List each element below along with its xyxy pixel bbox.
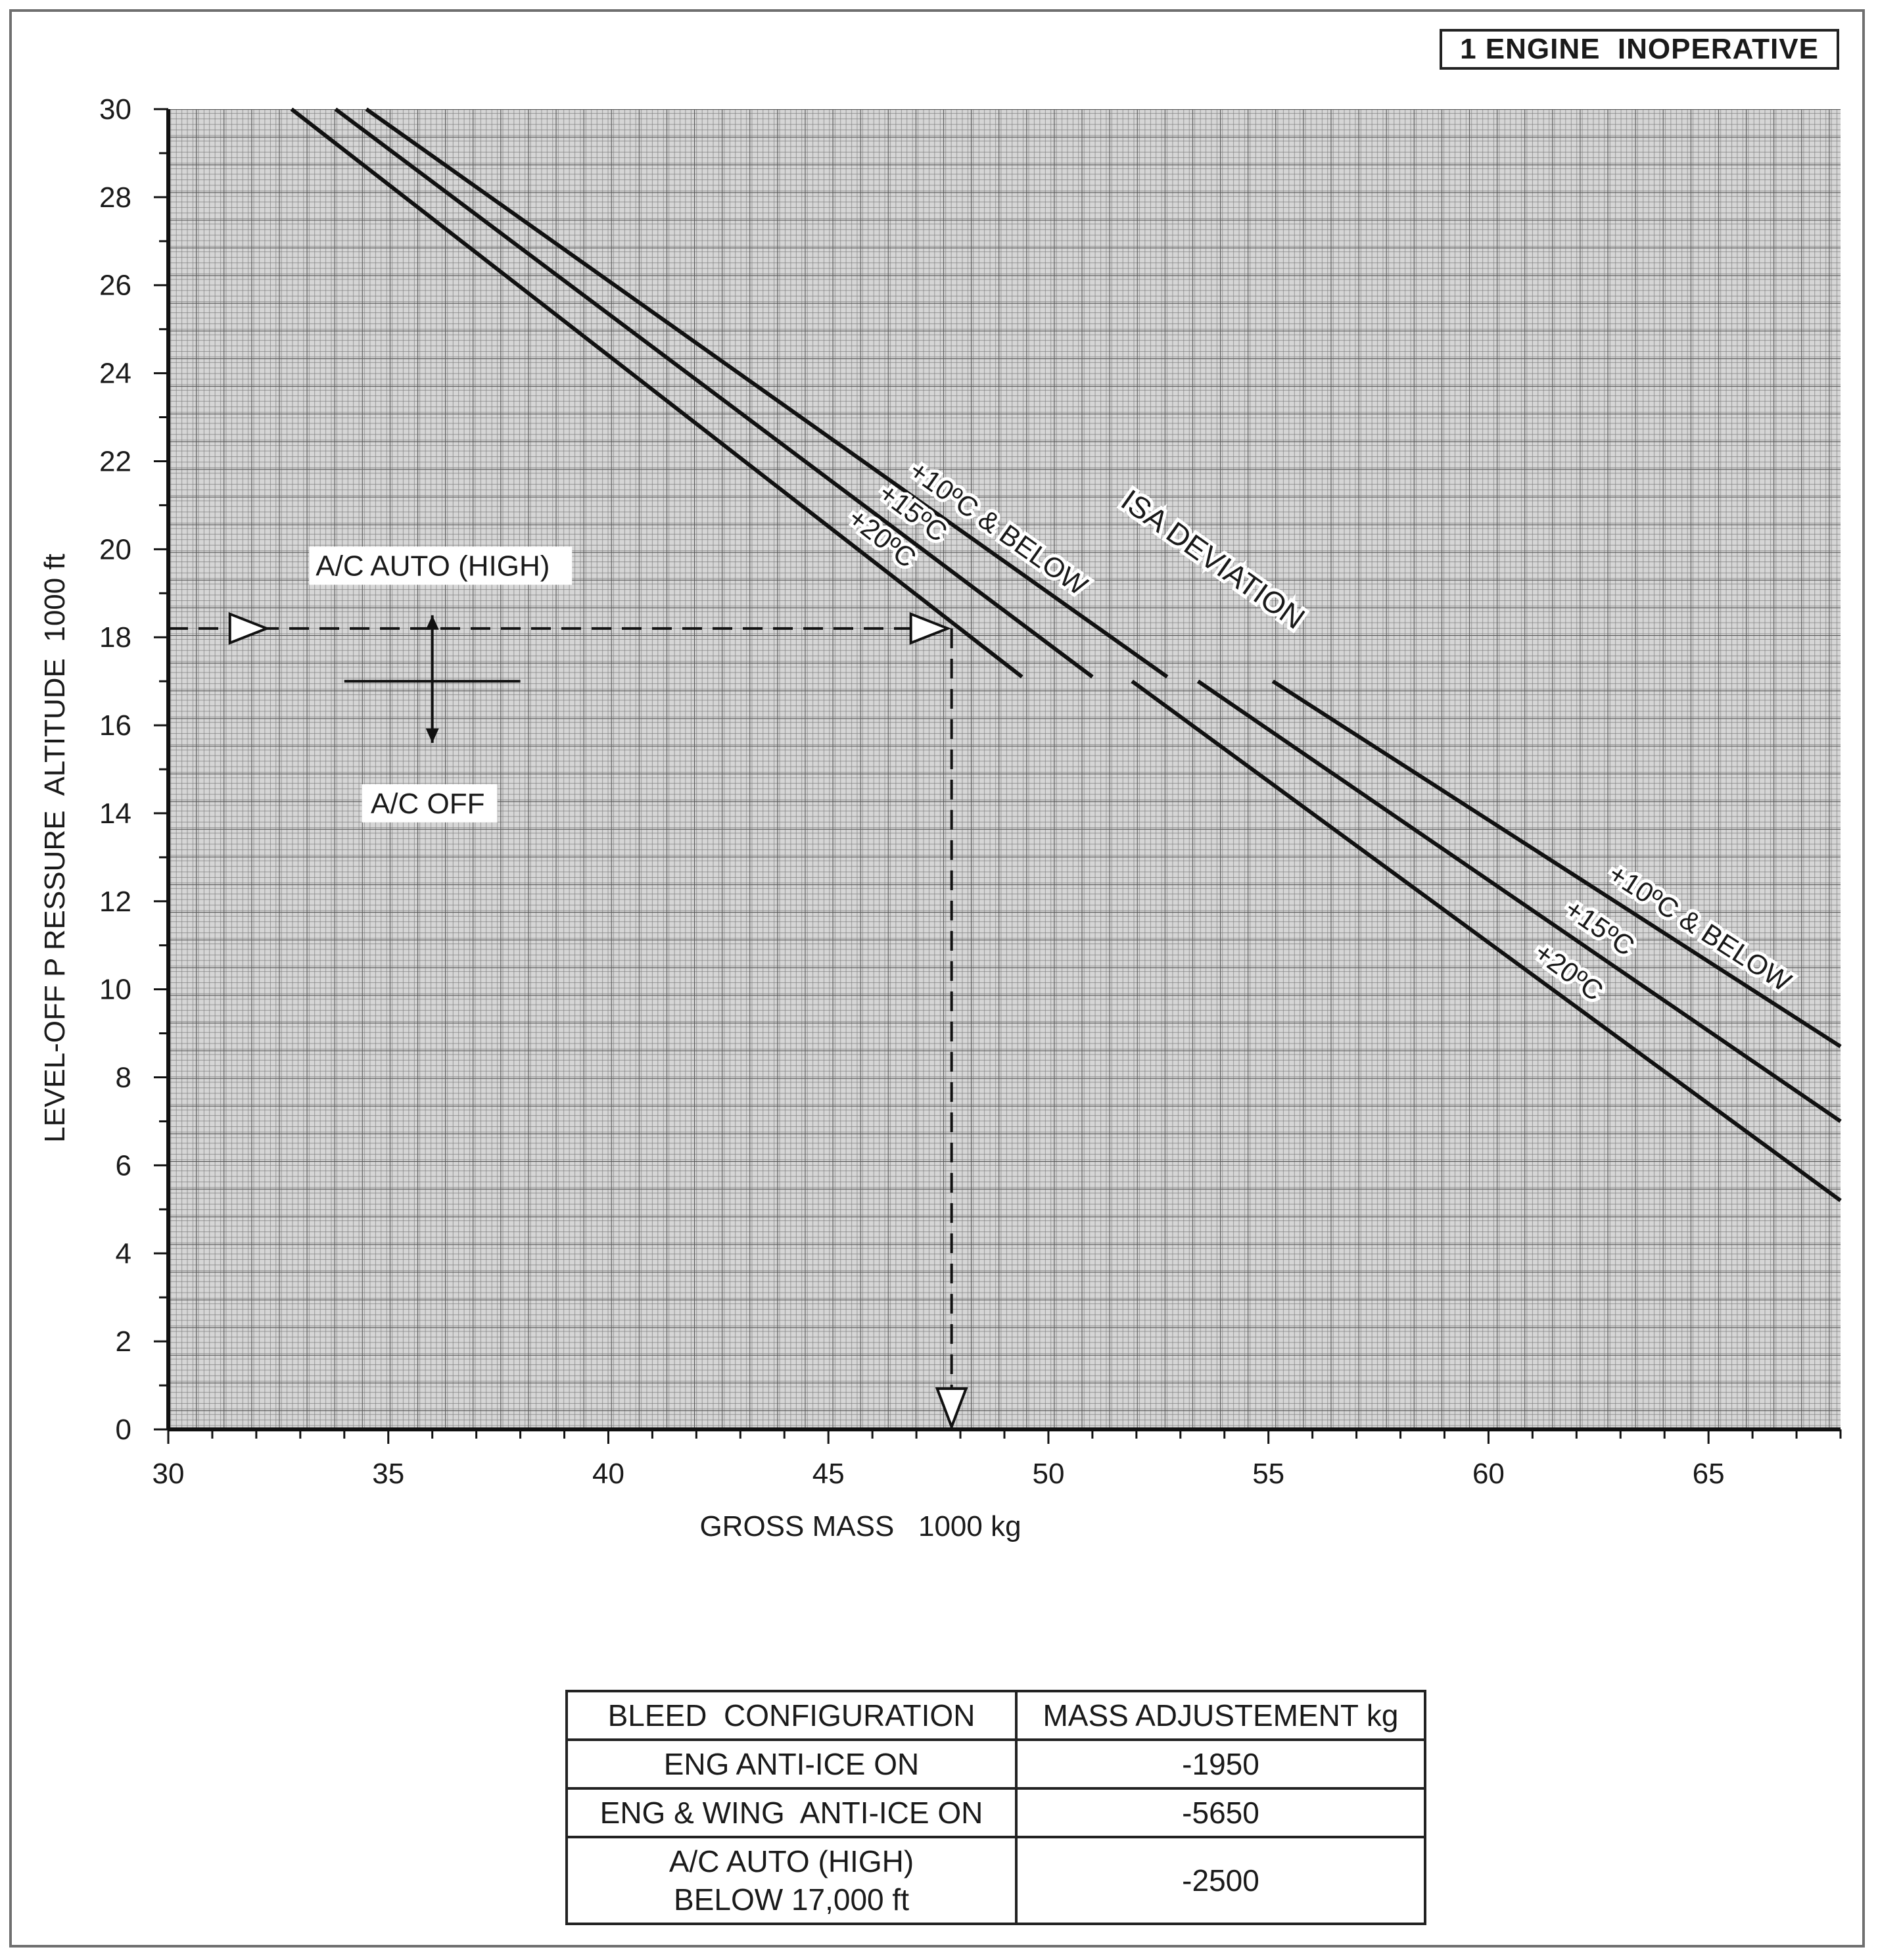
y-tick-label: 14: [99, 798, 131, 830]
bleed-adjustment-table: BLEED CONFIGURATION MASS ADJUSTEMENT kg …: [565, 1690, 1426, 1925]
row-value: -2500: [1015, 1836, 1426, 1925]
y-tick-label: 18: [99, 621, 131, 654]
arrow-right-icon: [228, 611, 271, 645]
y-tick-label: 10: [99, 974, 131, 1006]
table-header-row: BLEED CONFIGURATION MASS ADJUSTEMENT kg: [565, 1690, 1426, 1741]
x-tick-label: 30: [153, 1458, 185, 1490]
y-tick-label: 24: [99, 358, 131, 390]
label-background: [362, 784, 498, 823]
row-config-line-2: BELOW 17,000 ft: [674, 1882, 909, 1917]
series-line: [1271, 679, 1842, 1049]
series-line: [334, 107, 1094, 679]
arrow-up-icon: [425, 615, 439, 630]
label-background: [309, 546, 573, 585]
plot-grid: [168, 109, 1841, 1429]
bleed-indicator: A/C AUTO (HIGH) A/C OFF: [309, 546, 573, 823]
table-row: A/C AUTO (HIGH) BELOW 17,000 ft -2500: [565, 1836, 1426, 1925]
series-line: [365, 107, 1169, 679]
y-tick-label: 12: [99, 886, 131, 918]
row-config-line-1: A/C AUTO (HIGH): [669, 1844, 914, 1878]
series-line: [1131, 679, 1842, 1203]
y-tick-label: 16: [99, 709, 131, 742]
arrow-down-icon: [425, 728, 439, 743]
y-tick-label: 8: [116, 1062, 131, 1094]
tick-marks: [154, 108, 1842, 1444]
figure-frame: [9, 9, 1865, 1948]
example-path: [168, 611, 968, 1431]
series-line: [290, 107, 1023, 679]
y-tick-label: 2: [116, 1326, 131, 1358]
ac-off-label: A/C OFF: [371, 788, 485, 820]
x-tick-label: 65: [1693, 1458, 1725, 1490]
engine-inoperative-badge: 1 ENGINE INOPERATIVE: [1440, 29, 1839, 70]
table-row: ENG & WING ANTI-ICE ON -5650: [565, 1787, 1426, 1838]
y-tick-label: 22: [99, 445, 131, 477]
x-tick-label: 50: [1032, 1458, 1064, 1490]
y-tick-label: 26: [99, 270, 131, 302]
header-bleed-configuration: BLEED CONFIGURATION: [565, 1690, 1018, 1741]
y-axis-label: LEVEL-OFF P RESSURE ALTITUDE 1000 ft: [39, 554, 71, 1143]
x-tick-label: 45: [812, 1458, 845, 1490]
y-tick-label: 30: [99, 93, 131, 126]
x-axis-label: GROSS MASS 1000 kg: [699, 1510, 1021, 1542]
y-tick-label: 28: [99, 181, 131, 214]
header-mass-adjustment: MASS ADJUSTEMENT kg: [1015, 1690, 1426, 1741]
series-line: [1196, 679, 1842, 1123]
x-tick-label: 35: [372, 1458, 404, 1490]
ac-auto-high-label: A/C AUTO (HIGH): [316, 550, 550, 582]
y-tick-label: 20: [99, 533, 131, 565]
row-value: -1950: [1015, 1738, 1426, 1790]
table-row: ENG ANTI-ICE ON -1950: [565, 1738, 1426, 1790]
row-config: A/C AUTO (HIGH) BELOW 17,000 ft: [565, 1836, 1018, 1925]
y-tick-label: 6: [116, 1149, 131, 1182]
row-config: ENG ANTI-ICE ON: [565, 1738, 1018, 1790]
x-tick-label: 60: [1472, 1458, 1505, 1490]
x-tick-label: 55: [1252, 1458, 1284, 1490]
row-config: ENG & WING ANTI-ICE ON: [565, 1787, 1018, 1838]
arrow-right-icon: [909, 611, 952, 645]
x-tick-label: 40: [592, 1458, 624, 1490]
y-tick-label: 4: [116, 1237, 131, 1270]
row-value: -5650: [1015, 1787, 1426, 1838]
arrow-down-icon: [935, 1387, 968, 1431]
y-tick-label: 0: [116, 1414, 131, 1446]
